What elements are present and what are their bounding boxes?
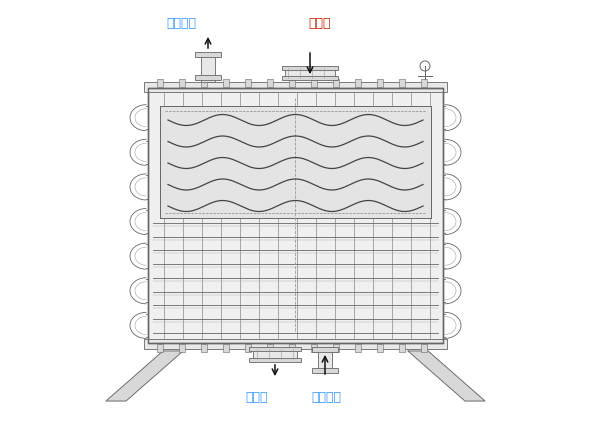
Bar (312, 347, 338, 352)
Bar (157, 79, 163, 87)
Text: 冷媒出口: 冷媒出口 (166, 17, 196, 30)
Bar (148, 88, 443, 343)
Text: 热介质: 热介质 (308, 17, 331, 30)
Bar (289, 344, 295, 352)
Bar (179, 344, 185, 352)
Bar (144, 339, 447, 349)
Bar (195, 52, 221, 57)
Bar (267, 344, 273, 352)
Bar (223, 344, 229, 352)
Polygon shape (408, 351, 485, 401)
Bar (399, 344, 405, 352)
Bar (318, 349, 332, 371)
Bar (223, 79, 229, 87)
Bar (201, 54, 215, 82)
Bar (311, 79, 317, 87)
Bar (282, 66, 338, 70)
Bar (421, 79, 427, 87)
Text: 冷媒进口: 冷媒进口 (311, 391, 341, 404)
Bar (289, 79, 295, 87)
Text: 冷介质: 冷介质 (245, 391, 267, 404)
Bar (253, 349, 297, 359)
Bar (377, 344, 383, 352)
Bar (157, 344, 163, 352)
Bar (399, 79, 405, 87)
Bar (355, 344, 361, 352)
Bar (201, 344, 207, 352)
Bar (245, 79, 251, 87)
Bar (377, 79, 383, 87)
Bar (195, 75, 221, 80)
Bar (355, 79, 361, 87)
Bar (421, 344, 427, 352)
Bar (201, 79, 207, 87)
Bar (312, 368, 338, 373)
Bar (179, 79, 185, 87)
Bar (160, 106, 431, 218)
Bar (267, 79, 273, 87)
Bar (245, 344, 251, 352)
Bar (285, 68, 335, 78)
Bar (333, 79, 339, 87)
Bar (249, 347, 301, 351)
Bar (148, 88, 443, 343)
Bar (333, 344, 339, 352)
Bar (282, 76, 338, 80)
Bar (144, 82, 447, 92)
Bar (311, 344, 317, 352)
Polygon shape (106, 351, 183, 401)
Bar (249, 358, 301, 362)
